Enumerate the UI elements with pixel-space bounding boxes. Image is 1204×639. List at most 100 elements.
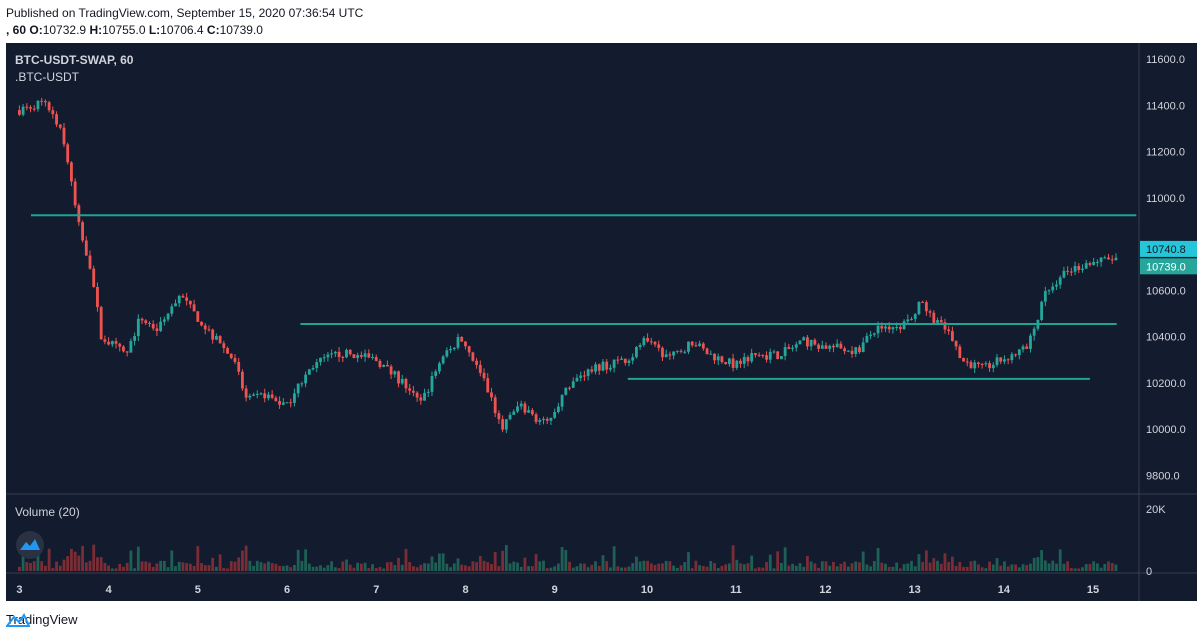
- volume-bar: [1006, 566, 1010, 571]
- volume-bar: [657, 563, 661, 571]
- chart-panel[interactable]: 11600.0 11400.0 11200.0 11000.0 10600.0 10400…: [6, 43, 1197, 601]
- candle-body: [798, 340, 802, 345]
- candle-body: [200, 321, 203, 326]
- candle-body: [984, 363, 988, 365]
- candle-body: [434, 371, 438, 376]
- high-value: 10755.0: [102, 23, 146, 37]
- volume-bar: [724, 564, 728, 571]
- candle-body: [1069, 271, 1073, 273]
- volume-bar: [397, 557, 400, 571]
- symbol-legend[interactable]: BTC-USDT-SWAP, 60: [15, 53, 134, 67]
- candle-body: [713, 353, 716, 361]
- candle-body: [828, 345, 832, 349]
- volume-bar: [203, 565, 207, 571]
- volume-bar: [1017, 567, 1021, 571]
- candle-body: [746, 357, 750, 362]
- candle-body: [359, 355, 363, 357]
- volume-bar: [623, 567, 627, 571]
- volume-bar: [701, 566, 705, 571]
- volume-bar: [977, 564, 980, 571]
- y-tick-label: 10600.0: [1146, 285, 1186, 297]
- volume-bar: [530, 566, 534, 571]
- volume-bar: [776, 551, 780, 571]
- candle-body: [114, 341, 118, 344]
- volume-bar: [367, 568, 371, 571]
- candle-body: [278, 400, 281, 405]
- volume-bar: [731, 545, 735, 571]
- close-label: C:: [206, 23, 220, 37]
- candle-body: [906, 319, 910, 322]
- candle-body: [988, 363, 991, 369]
- volume-legend[interactable]: Volume (20): [15, 505, 80, 519]
- candle-body: [858, 347, 861, 353]
- candle-body: [839, 343, 843, 349]
- volume-bar: [345, 559, 348, 571]
- x-tick-label: 13: [909, 584, 921, 596]
- volume-bar: [17, 566, 21, 571]
- candle-body: [568, 387, 571, 389]
- candle-body: [672, 351, 676, 356]
- candle-body: [96, 287, 99, 308]
- volume-bar: [921, 561, 925, 571]
- price-badge-label: 10740.8: [1146, 244, 1186, 256]
- volume-bar: [188, 563, 192, 571]
- candle-body: [423, 392, 426, 401]
- volume-bar: [984, 568, 988, 571]
- candle-body: [426, 391, 430, 393]
- volume-bar: [486, 561, 490, 571]
- volume-bar: [798, 563, 802, 571]
- candle-body: [623, 358, 627, 363]
- volume-bar: [679, 565, 683, 571]
- volume-bar: [720, 565, 724, 571]
- candle-body: [441, 356, 445, 364]
- volume-bar: [739, 563, 742, 571]
- candle-body: [549, 417, 553, 421]
- candle-body: [902, 321, 906, 330]
- volume-bar: [96, 557, 99, 571]
- volume-bar: [527, 566, 531, 571]
- volume-bar: [832, 561, 835, 571]
- volume-bar: [356, 562, 360, 571]
- volume-bar: [438, 553, 441, 571]
- candle-body: [1114, 257, 1118, 261]
- candle-body: [1043, 291, 1047, 302]
- volume-bar: [467, 566, 471, 571]
- compare-legend[interactable]: .BTC-USDT: [15, 70, 80, 84]
- volume-bar: [884, 563, 887, 571]
- y-tick-label: 9800.0: [1146, 470, 1180, 482]
- candle-body: [560, 394, 564, 407]
- price-chart-svg[interactable]: 11600.0 11400.0 11200.0 11000.0 10600.0 10400…: [6, 43, 1197, 601]
- volume-bar: [917, 554, 921, 571]
- volume-bar: [464, 565, 467, 571]
- volume-bar: [516, 562, 519, 571]
- candle-body: [720, 356, 724, 363]
- candle-body: [464, 341, 467, 347]
- volume-bar: [772, 568, 776, 571]
- volume-bar: [285, 565, 289, 571]
- volume-bar: [1110, 562, 1114, 571]
- volume-bar: [252, 565, 255, 571]
- volume-bar: [716, 568, 720, 571]
- candle-body: [590, 369, 594, 372]
- candle-body: [159, 321, 163, 332]
- volume-bar: [861, 551, 865, 571]
- volume-bar: [125, 562, 129, 571]
- tradingview-watermark-icon: [16, 531, 44, 559]
- candle-body: [285, 402, 289, 404]
- volume-bar: [88, 560, 92, 571]
- volume-bar: [1066, 561, 1070, 571]
- x-tick-label: 4: [106, 584, 113, 596]
- volume-bar: [575, 566, 579, 571]
- volume-bar: [493, 551, 497, 571]
- volume-bar: [932, 558, 936, 571]
- candle-body: [267, 394, 270, 399]
- candle-body: [136, 318, 140, 337]
- volume-bar: [359, 563, 363, 571]
- candle-body: [43, 101, 47, 103]
- candle-body: [397, 371, 400, 384]
- volume-bar: [560, 546, 564, 571]
- candle-body: [850, 350, 854, 355]
- candle-body: [218, 335, 222, 344]
- volume-bar: [136, 546, 140, 571]
- volume-bar: [449, 567, 452, 571]
